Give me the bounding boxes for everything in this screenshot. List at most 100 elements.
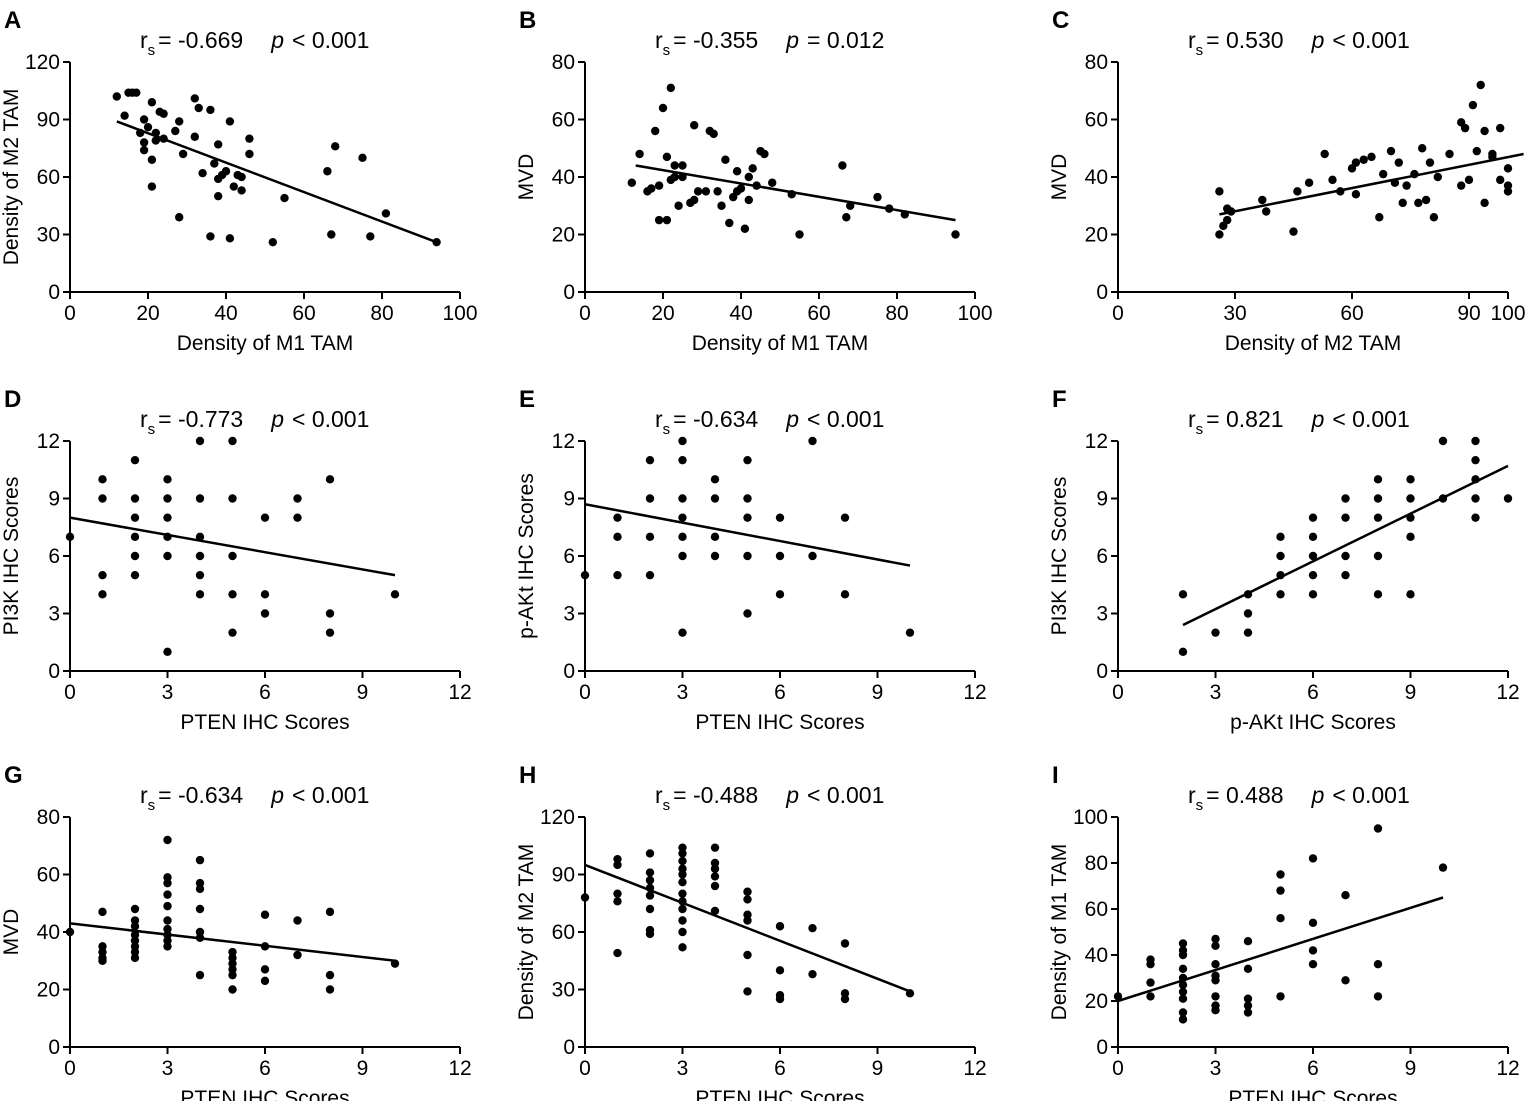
y-tick-label: 60 — [1085, 109, 1108, 132]
data-point — [808, 551, 817, 561]
x-tick-label: 90 — [1457, 302, 1480, 325]
data-point — [1276, 886, 1285, 895]
data-point — [245, 149, 254, 159]
data-point — [635, 149, 644, 159]
data-point — [795, 230, 804, 239]
data-point — [670, 161, 679, 170]
data-point — [710, 494, 720, 503]
data-point — [1471, 475, 1480, 484]
data-point — [260, 513, 270, 522]
data-point — [1258, 195, 1267, 205]
data-point — [1308, 918, 1318, 927]
data-point — [195, 570, 205, 580]
stat-r-subscript: s — [148, 421, 156, 438]
data-point — [293, 494, 302, 503]
data-point — [613, 889, 622, 898]
stat-r-value: = -0.355 — [673, 27, 758, 53]
data-point — [674, 201, 683, 210]
data-point — [1480, 126, 1489, 136]
correlation-stat: rs = -0.669 p < 0.001 — [140, 27, 369, 59]
x-axis-label: PTEN IHC Scores — [1228, 1087, 1397, 1101]
x-axis-label: Density of M2 TAM — [1225, 332, 1402, 355]
data-point — [840, 590, 850, 599]
data-point — [1406, 513, 1415, 522]
panel-g: Grs = -0.634 p < 0.001 0 3 6 9 12 0 20 40 60 80 PTEN I… — [0, 762, 472, 1101]
data-point — [229, 182, 238, 191]
data-point — [214, 191, 223, 201]
y-tick-label: 40 — [1085, 166, 1108, 189]
x-tick-label: 12 — [1496, 681, 1519, 704]
regression-line — [116, 120, 438, 244]
data-point — [1373, 475, 1383, 484]
data-point — [147, 155, 157, 164]
data-point — [1410, 169, 1419, 179]
data-point — [842, 213, 851, 222]
stat-p-value: < 0.001 — [807, 406, 884, 432]
y-axis-label: Density of M1 TAM — [1048, 844, 1071, 1021]
stat-r-subscript: s — [148, 797, 156, 814]
data-point — [743, 551, 752, 561]
data-point — [1289, 227, 1298, 236]
data-point — [1178, 973, 1188, 983]
data-point — [293, 513, 302, 522]
data-point — [1308, 570, 1318, 580]
data-point — [709, 129, 718, 139]
data-point — [1351, 158, 1361, 167]
data-point — [1243, 1008, 1253, 1017]
data-point — [840, 513, 850, 522]
data-point — [1406, 475, 1415, 484]
y-tick-label: 12 — [552, 430, 575, 453]
x-tick-label: 3 — [1210, 681, 1222, 704]
x-tick-label: 9 — [872, 681, 884, 704]
data-point — [1341, 570, 1350, 580]
stat-r-symbol: r — [140, 27, 148, 53]
data-point — [178, 149, 188, 159]
data-point — [1406, 494, 1415, 503]
data-point — [1503, 187, 1513, 196]
data-point — [613, 948, 622, 958]
y-tick-label: 80 — [1085, 852, 1108, 875]
panel-letter: E — [519, 386, 535, 413]
data-point — [1243, 994, 1253, 1003]
data-point — [98, 494, 107, 503]
data-point — [743, 455, 752, 465]
data-point — [710, 475, 720, 484]
stat-r-value: = 0.488 — [1206, 782, 1283, 808]
data-point — [1341, 891, 1350, 900]
y-tick-label: 60 — [552, 921, 575, 944]
data-point — [713, 187, 722, 196]
data-point — [760, 149, 769, 159]
data-point — [873, 192, 882, 202]
data-point — [613, 854, 622, 864]
data-point — [260, 965, 270, 974]
data-point — [678, 889, 687, 898]
data-point — [1276, 914, 1285, 923]
data-point — [1373, 824, 1383, 833]
data-point — [1308, 513, 1318, 522]
data-point — [1471, 513, 1480, 522]
stat-r-value: = -0.634 — [673, 406, 758, 432]
data-point — [808, 969, 817, 979]
panel-letter: G — [4, 762, 23, 789]
panel-letter: H — [519, 762, 536, 789]
data-point — [130, 570, 140, 580]
x-tick-label: 60 — [292, 302, 315, 325]
data-point — [900, 210, 909, 219]
data-point — [228, 953, 237, 963]
correlation-stat: rs = -0.488 p < 0.001 — [655, 782, 884, 814]
y-tick-label: 40 — [1085, 944, 1108, 967]
data-point — [1386, 146, 1396, 156]
panel-letter: F — [1052, 386, 1067, 413]
data-point — [678, 843, 687, 852]
data-point — [195, 970, 205, 980]
data-point — [1146, 978, 1155, 987]
data-point — [1211, 941, 1220, 950]
panel-c: Crs = 0.530 p < 0.001 0 30 60 90 100 0 20 40 60 80 Den… — [1048, 7, 1525, 355]
stat-p-symbol: p — [270, 406, 284, 432]
x-tick-label: 6 — [259, 681, 271, 704]
data-point — [743, 910, 752, 919]
data-point — [1215, 187, 1224, 196]
data-point — [1328, 175, 1337, 185]
x-tick-label: 60 — [807, 302, 830, 325]
data-point — [1503, 494, 1513, 503]
